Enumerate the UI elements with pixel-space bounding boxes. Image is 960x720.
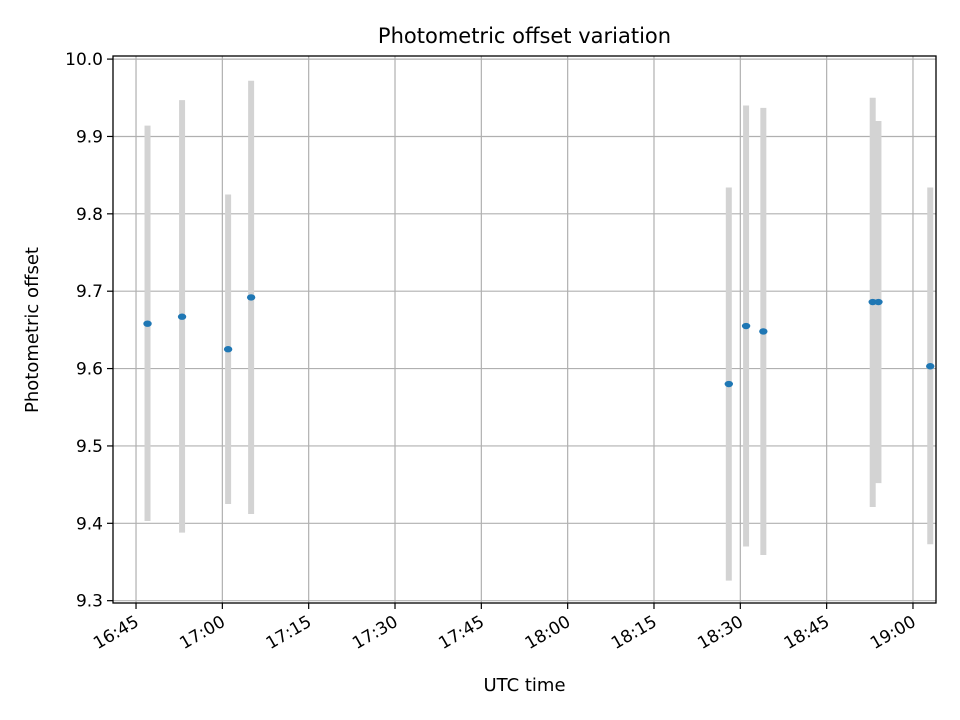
y-tick-label: 9.3 <box>76 592 103 612</box>
data-point <box>223 346 233 353</box>
x-tick-label: 17:00 <box>176 612 228 654</box>
y-tick-label: 9.7 <box>76 282 103 302</box>
y-tick-label: 9.5 <box>76 437 103 457</box>
x-tick-label: 18:45 <box>781 612 833 654</box>
data-point <box>724 380 734 388</box>
data-point <box>759 328 768 335</box>
data-point <box>874 298 883 306</box>
grid <box>113 56 936 603</box>
data-points <box>143 294 935 388</box>
y-tick-label: 9.9 <box>76 127 103 147</box>
x-tick-label: 18:00 <box>522 612 574 654</box>
y-tick-label: 9.6 <box>76 360 103 380</box>
data-point <box>246 294 256 301</box>
x-tick-label: 19:00 <box>867 612 919 654</box>
x-tick-label: 16:45 <box>90 612 142 654</box>
x-tick-label: 17:15 <box>263 612 315 654</box>
x-tick-label: 18:15 <box>608 612 660 654</box>
y-tick-label: 9.4 <box>76 514 103 534</box>
x-axis-title: UTC time <box>483 675 565 696</box>
x-ticks: 16:45 17:00 17:15 17:30 17:45 18:00 18:15 18:30… <box>90 603 919 654</box>
data-point <box>177 313 187 320</box>
y-axis-title: Photometric offset <box>22 247 43 413</box>
error-bars <box>144 80 934 581</box>
data-point <box>868 298 877 306</box>
data-point <box>741 322 751 330</box>
y-tick-label: 10.0 <box>65 50 103 70</box>
x-tick-label: 17:45 <box>435 612 487 654</box>
y-ticks: 9.3 9.4 9.5 9.6 9.7 9.8 9.9 10.0 <box>65 50 113 612</box>
chart-title: Photometric offset variation <box>378 24 671 48</box>
data-point <box>926 363 935 370</box>
plot-frame <box>112 55 937 604</box>
x-tick-label: 17:30 <box>349 612 401 654</box>
y-tick-label: 9.8 <box>76 205 103 225</box>
x-tick-label: 18:30 <box>694 612 746 654</box>
data-point <box>143 320 152 327</box>
